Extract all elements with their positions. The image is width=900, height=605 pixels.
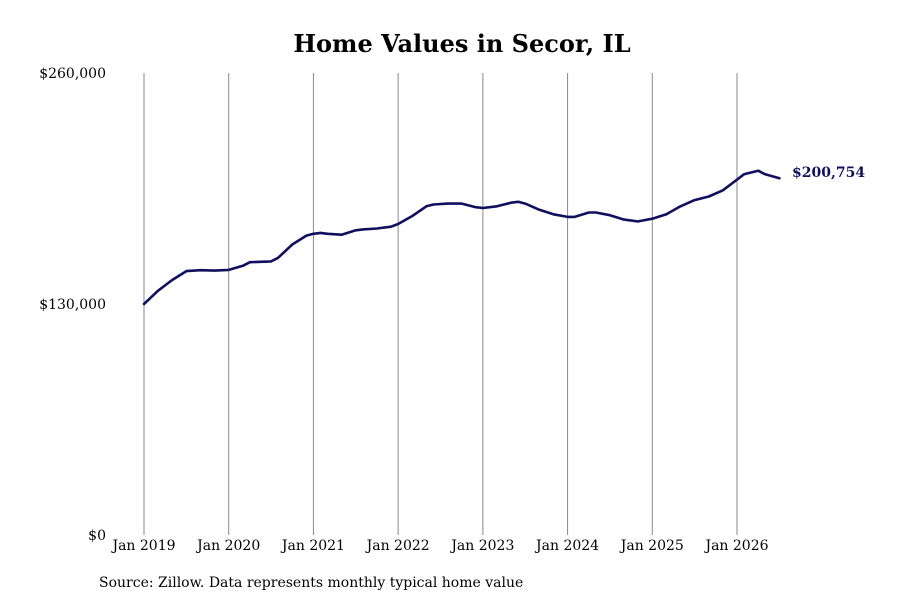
y-tick-label: $130,000: [39, 297, 106, 313]
series-line: [142, 169, 781, 306]
y-tick-label: $260,000: [39, 66, 106, 82]
y-axis-ticks: $0 $130,000 $260,000: [39, 66, 106, 544]
end-value-label: $200,754: [792, 165, 865, 181]
x-tick-label: Jan 2022: [365, 538, 430, 554]
x-tick-label: Jan 2024: [534, 538, 599, 554]
x-tick-label: Jan 2020: [195, 538, 260, 554]
gridlines: [143, 73, 738, 535]
y-tick-label: $0: [88, 528, 106, 544]
series-layer: [142, 169, 781, 306]
x-tick-label: Jan 2025: [619, 538, 684, 554]
x-tick-label: Jan 2026: [703, 538, 768, 554]
source-note: Source: Zillow. Data represents monthly …: [99, 575, 523, 591]
x-axis-ticks: Jan 2019 Jan 2020 Jan 2021 Jan 2022 Jan 2023…: [110, 538, 768, 554]
x-tick-label: Jan 2021: [280, 538, 345, 554]
x-tick-label: Jan 2019: [110, 538, 175, 554]
x-tick-label: Jan 2023: [449, 538, 514, 554]
chart-title: Home Values in Secor, IL: [293, 29, 630, 58]
